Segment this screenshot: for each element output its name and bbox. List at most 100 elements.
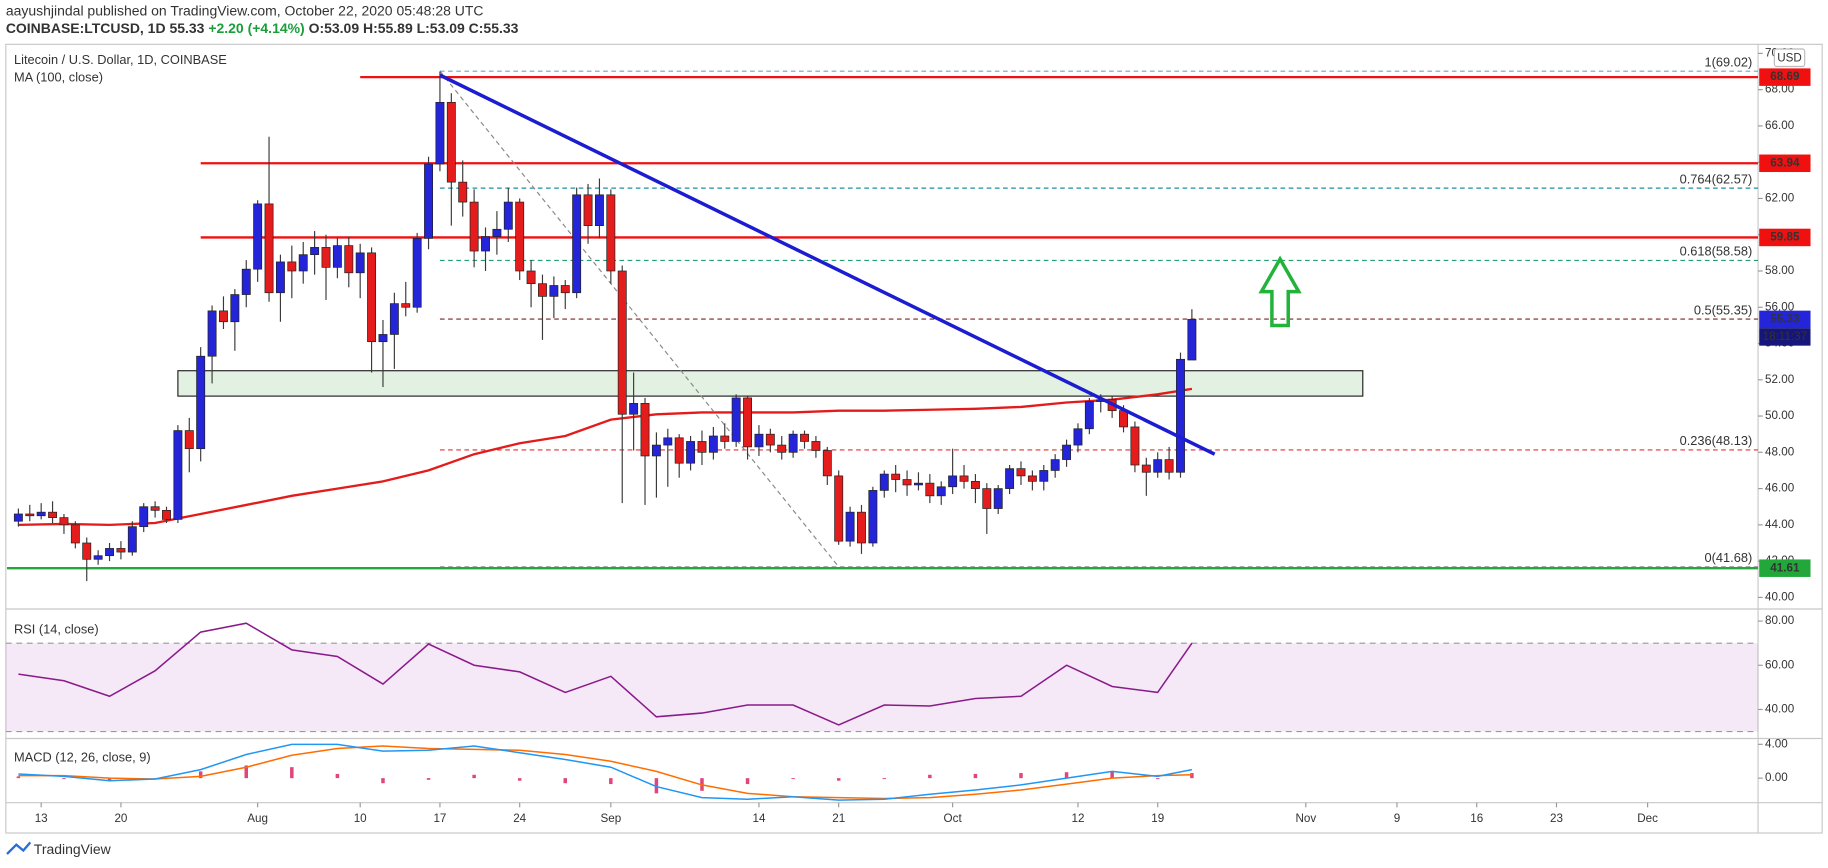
macd-histogram-bar	[290, 767, 294, 779]
candle-body	[765, 433, 775, 446]
level-price-label-bg	[1759, 68, 1811, 86]
y-tick-label: 62.00	[1765, 192, 1795, 205]
candle-body	[1130, 426, 1140, 466]
candle-body	[788, 433, 798, 453]
candle-body	[822, 450, 832, 477]
candle-body	[173, 430, 183, 520]
symbol-line: COINBASE:LTCUSD, 1D 55.33 +2.20 (+4.14%)…	[6, 20, 519, 36]
candle-body	[332, 245, 342, 268]
y-tick-label: 52.00	[1765, 373, 1795, 386]
candle-body	[59, 517, 69, 526]
up-arrow	[1258, 255, 1302, 328]
candle-body	[1119, 410, 1128, 428]
candle-body	[435, 101, 445, 165]
level-price-label: 59.85	[1770, 231, 1800, 244]
fib-label: 0.5(55.35)	[1694, 302, 1752, 317]
candle-body	[617, 270, 627, 415]
candle-body	[264, 203, 274, 294]
y-tick-label: 4.00	[1765, 737, 1788, 750]
candle-body	[800, 433, 809, 442]
y-tick-label: 48.00	[1765, 445, 1795, 458]
candle-body	[150, 506, 160, 511]
macd-line	[18, 743, 1193, 801]
x-tick-label: 19	[1151, 812, 1164, 825]
candle-body	[184, 430, 194, 450]
rsi-label: RSI (14, close)	[14, 621, 99, 636]
candle-body	[731, 397, 741, 442]
macd-histogram-bar	[381, 778, 385, 784]
symbol: COINBASE:LTCUSD, 1D	[6, 20, 166, 36]
fib-label: 1(69.02)	[1705, 54, 1753, 69]
candle-body	[70, 524, 80, 544]
x-tick-label: Aug	[247, 812, 268, 825]
macd-histogram-bar	[836, 778, 841, 781]
candle-body	[207, 310, 217, 357]
candle-body	[1039, 470, 1049, 482]
macd-histogram-bar	[62, 778, 66, 780]
currency-box	[1773, 48, 1806, 68]
ma-line	[18, 387, 1193, 527]
candle-body	[959, 475, 969, 482]
candle-body	[13, 513, 23, 522]
x-tick-label: Nov	[1295, 812, 1316, 825]
candle-body	[697, 441, 707, 453]
x-tick-label: 12	[1071, 812, 1084, 825]
candle-body	[515, 201, 525, 272]
candle-body	[686, 441, 696, 464]
candle-body	[1027, 475, 1037, 482]
fib-label: 0.236(48.13)	[1680, 433, 1753, 448]
y-tick-label: 60.00	[1765, 658, 1795, 671]
candle-body	[902, 479, 912, 486]
chart-title: Litecoin / U.S. Dollar, 1D, COINBASE	[14, 52, 227, 67]
candle-body	[583, 194, 593, 226]
candle-body	[936, 486, 946, 497]
plot-area	[5, 70, 1759, 801]
macd-histogram-bar	[198, 771, 203, 779]
candle-body	[298, 254, 308, 272]
candle-body	[845, 511, 855, 542]
candle-body	[93, 555, 103, 560]
macd-histogram-bar	[517, 778, 522, 781]
publish-info: aayushjindal published on TradingView.co…	[6, 2, 484, 18]
candle-body	[560, 285, 570, 294]
rsi-line	[18, 622, 1193, 726]
candle-body	[970, 480, 980, 489]
level-price-label: 68.69	[1770, 70, 1800, 83]
candle-body	[526, 270, 536, 285]
last-price: 55.33	[169, 20, 204, 36]
x-tick-label: Dec	[1637, 812, 1658, 825]
macd-histogram-bar	[609, 778, 613, 785]
x-tick-label: 10	[354, 812, 367, 825]
macd-signal-line	[18, 745, 1192, 800]
candle-body	[651, 444, 661, 457]
candle-body	[389, 303, 399, 335]
fib-label: 0.764(62.57)	[1680, 171, 1753, 186]
macd-histogram-bar	[1064, 772, 1069, 779]
candle-body	[663, 437, 673, 446]
candle-body	[25, 513, 35, 517]
candle-body	[674, 437, 684, 464]
candle-body	[640, 403, 650, 457]
candle-body	[629, 403, 639, 415]
macd-histogram-bar	[973, 773, 978, 779]
candle-body	[754, 433, 764, 448]
level-price-label-bg	[1759, 559, 1811, 577]
macd-histogram-bar	[244, 765, 249, 779]
macd-histogram-bar	[563, 778, 568, 784]
level-price-label: 63.94	[1770, 156, 1800, 169]
macd-histogram-bar	[882, 778, 887, 780]
currency: USD	[1777, 51, 1802, 64]
y-tick-label: 58.00	[1765, 264, 1795, 277]
candle-body	[948, 475, 958, 488]
candle-body	[127, 526, 137, 553]
candle-body	[549, 285, 559, 297]
y-tick-label: 50.00	[1765, 409, 1795, 422]
candle-body	[1062, 444, 1072, 460]
x-tick-label: 14	[752, 812, 765, 825]
candle-body	[253, 203, 263, 270]
y-tick-label: 56.00	[1765, 300, 1795, 313]
candle-body	[424, 163, 433, 239]
